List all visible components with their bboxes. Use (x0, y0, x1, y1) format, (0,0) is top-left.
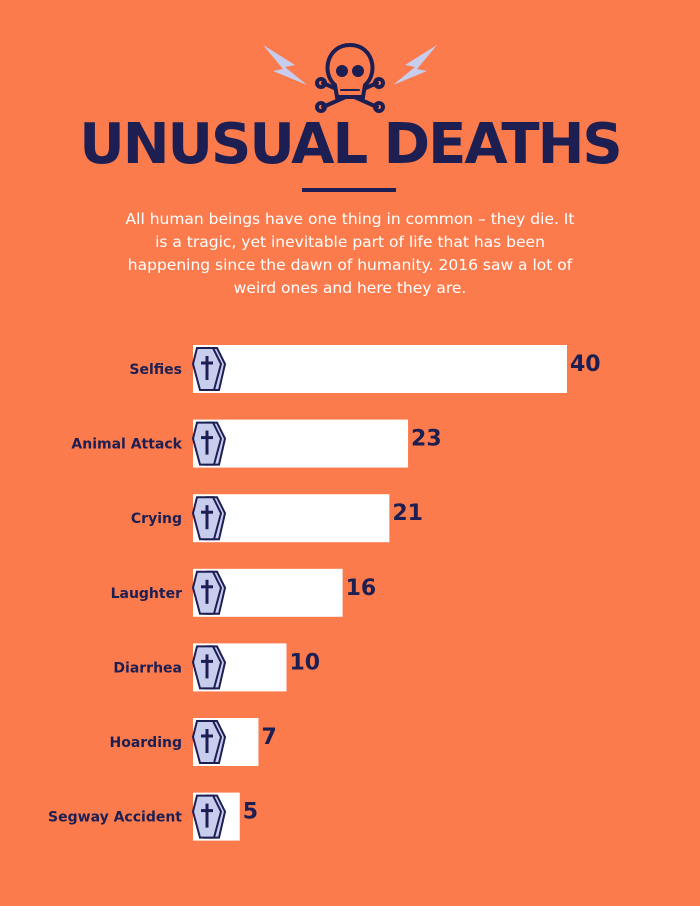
value-label: 23 (411, 427, 442, 452)
page-title: UNUSUAL DEATHS (79, 112, 623, 177)
subtitle: All human beings have one thing in commo… (125, 210, 575, 297)
value-label: 40 (570, 352, 601, 377)
bar (193, 494, 390, 543)
category-label: Laughter (111, 586, 183, 602)
value-label: 10 (290, 650, 321, 675)
category-label: Crying (131, 511, 182, 527)
coffin-icon (191, 570, 227, 615)
coffin-icon (191, 794, 227, 839)
title-divider (302, 188, 396, 192)
header-illustration (263, 42, 437, 113)
coffin-icon (191, 645, 227, 690)
coffin-icon (191, 496, 227, 541)
lightning-icon (393, 45, 437, 85)
value-label: 16 (346, 576, 377, 601)
category-label: Selfies (129, 362, 182, 378)
category-label: Segway Accident (48, 810, 182, 826)
bar (193, 345, 567, 393)
category-label: Hoarding (110, 735, 183, 751)
bar (193, 419, 409, 468)
coffin-icon (191, 421, 227, 466)
category-label: Animal Attack (71, 437, 182, 453)
skull-crossbones-icon (315, 42, 385, 113)
lightning-icon (263, 45, 307, 85)
value-label: 7 (261, 725, 276, 750)
category-label: Diarrhea (113, 660, 182, 676)
value-label: 5 (243, 800, 258, 825)
coffin-icon (191, 720, 227, 764)
value-label: 21 (392, 501, 423, 526)
coffin-icon (191, 347, 227, 391)
